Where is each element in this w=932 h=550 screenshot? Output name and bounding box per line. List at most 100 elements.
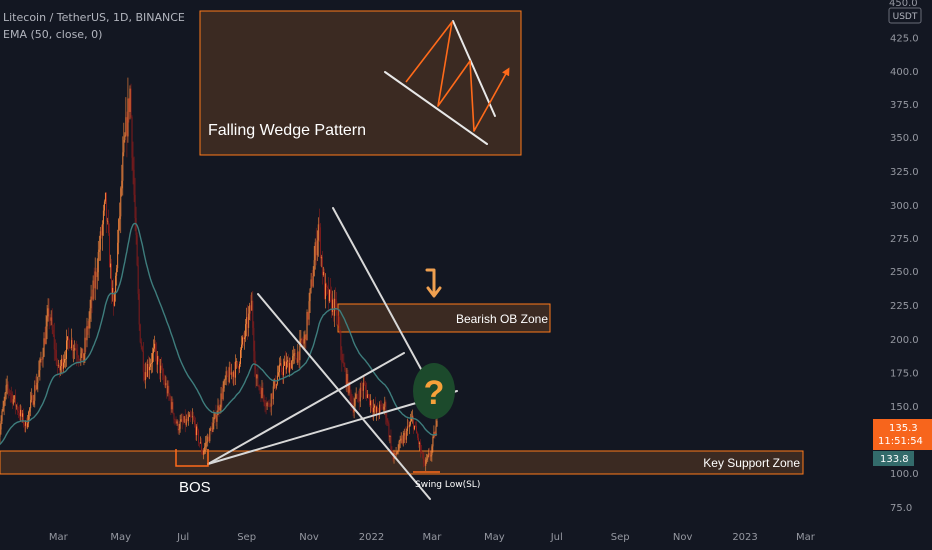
candle-body bbox=[407, 426, 409, 427]
candle-body bbox=[425, 459, 427, 466]
candle-body bbox=[105, 192, 107, 222]
candle-body bbox=[38, 370, 40, 377]
candle-body bbox=[370, 400, 371, 406]
candle-body bbox=[136, 235, 138, 266]
candle-body bbox=[266, 402, 268, 407]
candle-body bbox=[261, 387, 263, 398]
candle-body bbox=[160, 365, 162, 374]
candle-body bbox=[25, 420, 27, 426]
candle-body bbox=[380, 404, 382, 406]
candle-body bbox=[183, 416, 185, 423]
candle-body bbox=[289, 363, 291, 373]
time-tick-label: Sep bbox=[237, 532, 256, 543]
price-tick-label: 175.0 bbox=[890, 369, 919, 380]
candle-body bbox=[72, 340, 74, 351]
candle-body bbox=[82, 348, 84, 363]
candle-body bbox=[287, 360, 289, 362]
candle-body bbox=[44, 338, 46, 344]
candle-body bbox=[187, 416, 189, 421]
time-tick-label: 2023 bbox=[732, 532, 757, 543]
trend-line-1 bbox=[207, 352, 405, 465]
candle-body bbox=[339, 325, 341, 332]
candle-body bbox=[242, 337, 244, 345]
candle-body bbox=[65, 359, 66, 360]
candle-body bbox=[211, 428, 213, 433]
candle-body bbox=[364, 384, 366, 390]
candle-body bbox=[416, 426, 417, 434]
candle-body bbox=[11, 393, 13, 404]
candle-body bbox=[3, 401, 5, 407]
candle-body bbox=[307, 312, 309, 320]
candle-body bbox=[279, 363, 281, 365]
candle-body bbox=[434, 431, 436, 436]
candle-body bbox=[17, 411, 19, 413]
candle-body bbox=[43, 338, 45, 357]
candle-body bbox=[384, 401, 386, 407]
candle-body bbox=[318, 224, 320, 228]
candle-body bbox=[410, 418, 412, 422]
last-price-box bbox=[873, 419, 932, 450]
candle-body bbox=[217, 405, 219, 416]
candle-body bbox=[119, 216, 121, 220]
candle-body bbox=[432, 436, 434, 447]
candle-body bbox=[118, 219, 120, 243]
candle-body bbox=[230, 372, 232, 375]
candle-body bbox=[114, 292, 116, 306]
candle-body bbox=[422, 452, 424, 454]
price-tick-label: 275.0 bbox=[890, 234, 919, 245]
candle-body bbox=[367, 394, 369, 396]
candle-body bbox=[180, 419, 182, 422]
candle-body bbox=[346, 374, 348, 386]
candle-body bbox=[47, 308, 49, 317]
candle-body bbox=[376, 406, 378, 413]
candle-body bbox=[112, 287, 114, 294]
ema-indicator-label[interactable]: EMA (50, close, 0) bbox=[3, 28, 103, 41]
candle-body bbox=[87, 326, 89, 329]
candle-body bbox=[74, 348, 76, 351]
candle-body bbox=[343, 362, 345, 367]
candle-body bbox=[68, 336, 70, 341]
candle-body bbox=[250, 305, 252, 311]
candle-body bbox=[178, 428, 180, 431]
candle-body bbox=[421, 450, 423, 453]
candle-body bbox=[148, 366, 150, 371]
candle-body bbox=[53, 334, 55, 350]
candle-body bbox=[388, 423, 390, 438]
bearish-arrow-icon bbox=[425, 268, 442, 298]
candle-body bbox=[146, 363, 148, 377]
wedge-upper-line bbox=[332, 207, 434, 392]
candle-body bbox=[100, 231, 102, 236]
candle-body bbox=[121, 180, 123, 189]
candle-body bbox=[251, 300, 253, 311]
candle-body bbox=[111, 263, 113, 294]
candle-body bbox=[344, 366, 346, 370]
candle-body bbox=[152, 353, 153, 363]
candle-body bbox=[130, 88, 132, 118]
candle-body bbox=[239, 364, 240, 369]
currency-box[interactable] bbox=[888, 7, 922, 24]
candle-body bbox=[127, 98, 129, 137]
candle-body bbox=[63, 362, 64, 369]
candle-body bbox=[399, 440, 401, 442]
candle-body bbox=[98, 249, 100, 253]
price-tick-label: 350.0 bbox=[890, 133, 919, 144]
candle-body bbox=[78, 357, 80, 360]
candle-body bbox=[333, 299, 335, 316]
candle-body bbox=[308, 301, 310, 320]
candle-body bbox=[286, 361, 288, 370]
candle-body bbox=[60, 358, 62, 367]
candle-body bbox=[381, 404, 383, 406]
candle-body bbox=[297, 351, 299, 363]
time-tick-label: Mar bbox=[49, 532, 69, 543]
candle-body bbox=[167, 385, 169, 394]
candle-body bbox=[262, 387, 264, 396]
candle-body bbox=[147, 363, 149, 371]
candle-body bbox=[159, 359, 161, 374]
wedge-inset: Falling Wedge Pattern bbox=[199, 10, 522, 156]
candle-body bbox=[345, 369, 347, 386]
candle-body bbox=[267, 402, 269, 404]
candle-body bbox=[323, 271, 325, 299]
candle-body bbox=[16, 405, 18, 412]
candle-body bbox=[436, 420, 438, 427]
